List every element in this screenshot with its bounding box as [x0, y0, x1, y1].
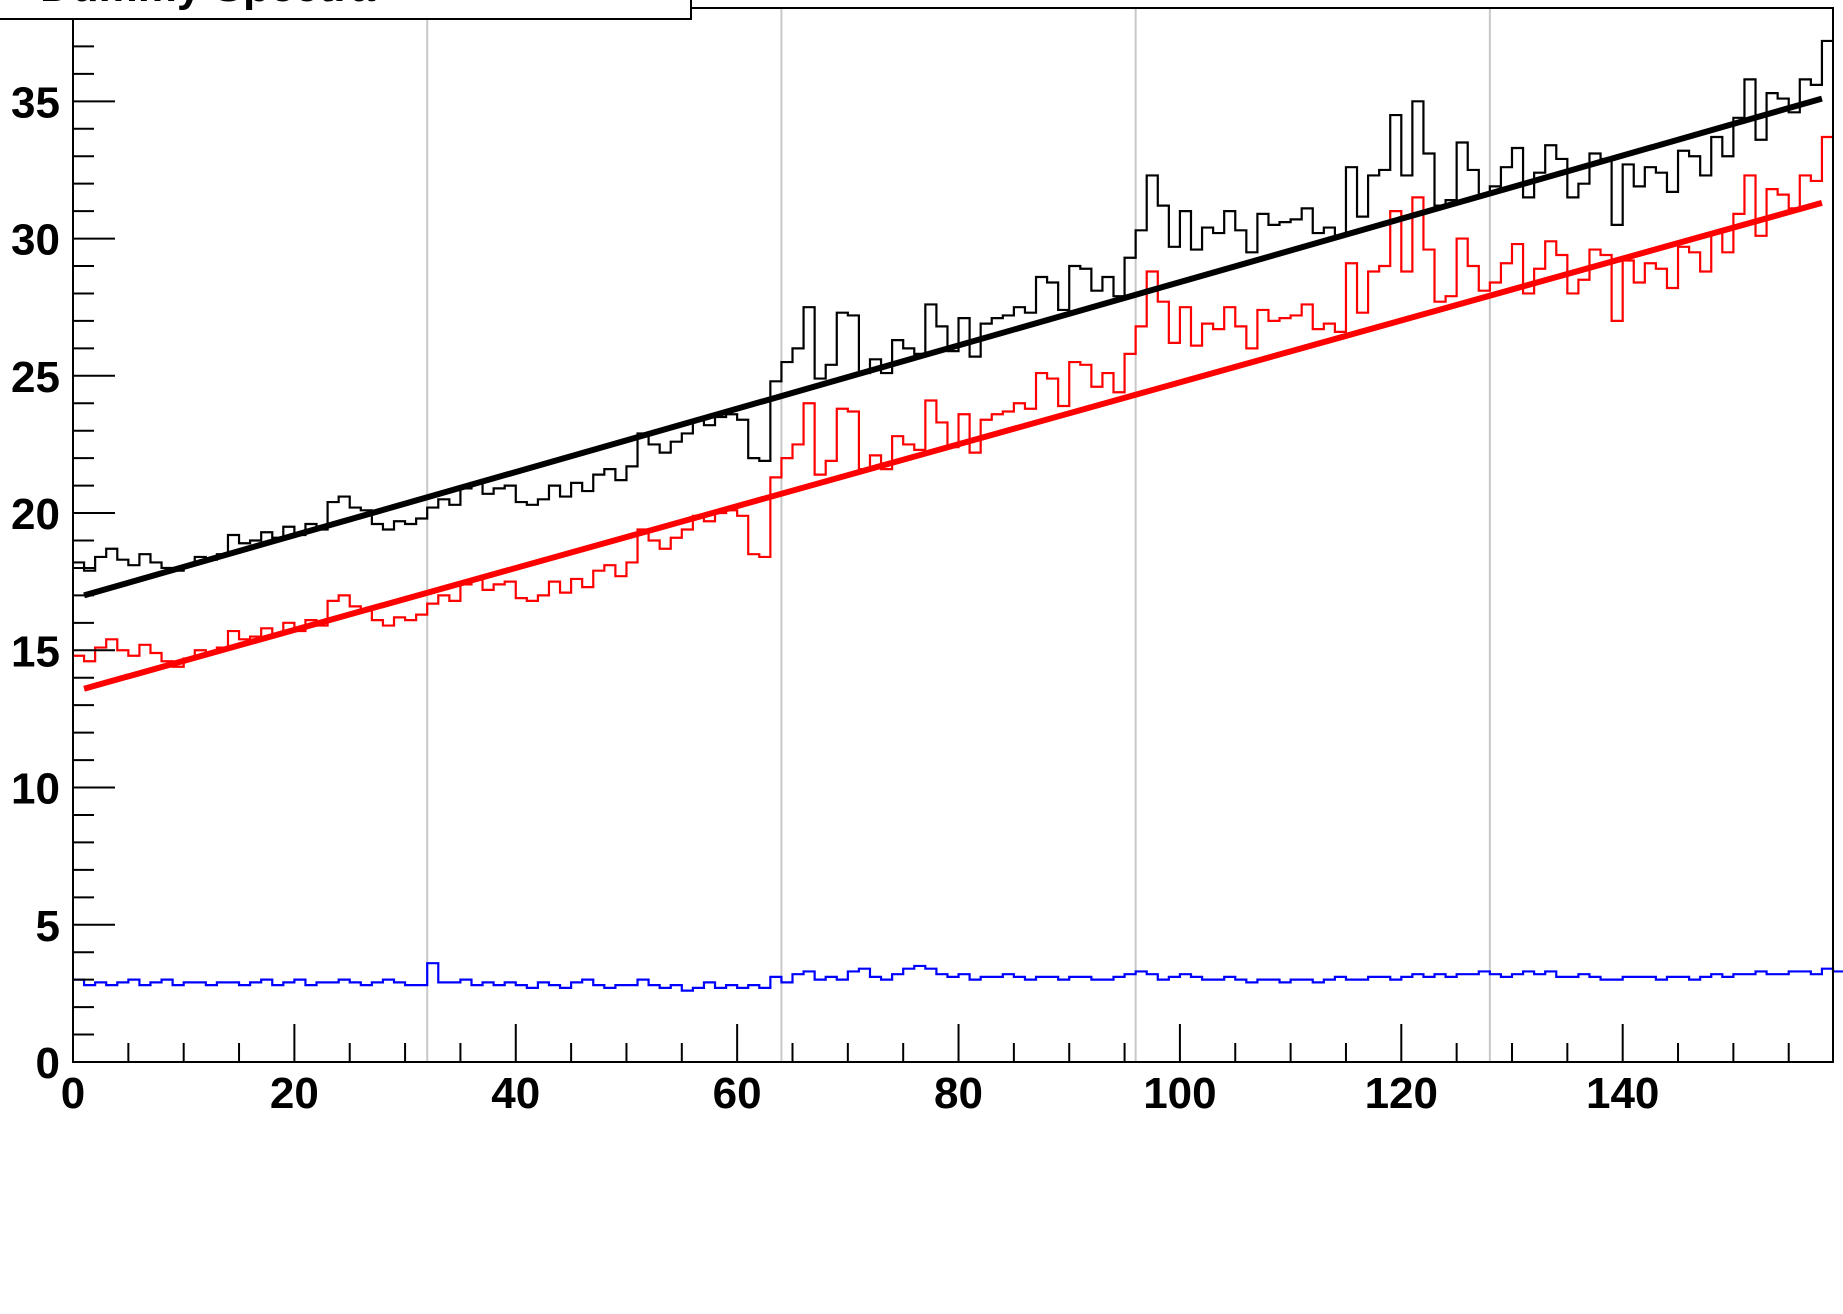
x-tick-label: 60 — [713, 1069, 762, 1118]
x-tick-label: 100 — [1143, 1069, 1216, 1118]
x-tick-label: 0 — [61, 1069, 85, 1118]
y-tick-label: 35 — [11, 78, 60, 127]
y-tick-label: 25 — [11, 353, 60, 402]
x-tick-label: 140 — [1586, 1069, 1659, 1118]
y-tick-label: 10 — [11, 765, 60, 814]
fit-line-4 — [83, 199, 1823, 692]
title-box: Dummy Spectra — [0, 0, 692, 20]
x-tick-label: 40 — [491, 1069, 540, 1118]
y-tick-label: 15 — [11, 627, 60, 676]
y-tick-label: 20 — [11, 490, 60, 539]
y-tick-label: 0 — [36, 1039, 60, 1088]
x-tick-label: 20 — [270, 1069, 319, 1118]
x-tick-label: 120 — [1365, 1069, 1438, 1118]
x-tick-label: 80 — [934, 1069, 983, 1118]
axis-layer — [72, 7, 1834, 1063]
y-tick-label: 30 — [11, 216, 60, 265]
label-layer: 0 20 40 60 80 100 120 140 0 5 10 15 20 25 30 35 — [11, 78, 1659, 1118]
fit-line-3 — [83, 95, 1823, 599]
series-layer — [73, 39, 1843, 992]
y-tick-label: 5 — [36, 902, 60, 951]
chart-title: Dummy Spectra — [40, 0, 375, 12]
histogram-series-2 — [73, 962, 1843, 992]
histogram-series-0 — [73, 39, 1833, 572]
grid-layer — [426, 8, 1491, 1062]
plot-frame — [72, 7, 1834, 1063]
